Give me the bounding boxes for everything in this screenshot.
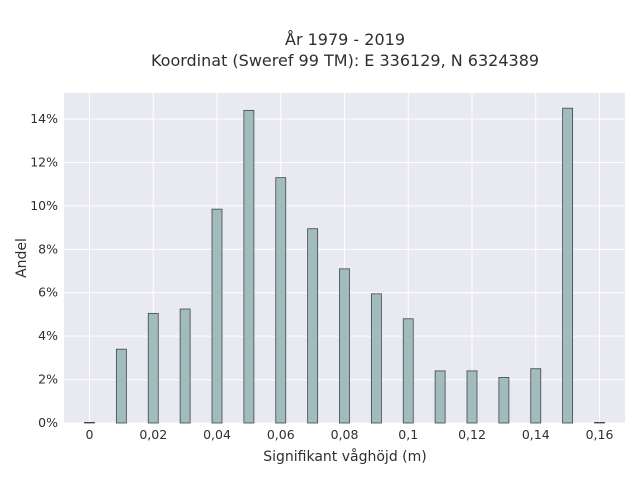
y-tick-label: 4% — [38, 328, 58, 343]
bar — [498, 377, 510, 424]
bar — [562, 107, 574, 424]
x-tick-label: 0,08 — [331, 427, 359, 442]
x-axis-label: Signifikant våghöjd (m) — [263, 448, 426, 465]
x-tick-label: 0 — [86, 427, 94, 442]
x-tick-label: 0,06 — [267, 427, 295, 442]
bar — [84, 421, 95, 424]
y-tick-label: 2% — [38, 372, 58, 387]
y-tick-label: 10% — [30, 198, 58, 213]
x-tick-label: 0,1 — [398, 427, 418, 442]
y-tick-label: 0% — [38, 415, 58, 430]
bar — [339, 268, 350, 424]
bar — [147, 312, 159, 424]
bar — [434, 370, 446, 424]
x-tick-label: 0,14 — [522, 427, 550, 442]
y-tick-label: 14% — [30, 111, 58, 126]
chart-title: År 1979 - 2019 — [285, 30, 405, 49]
x-tick-label: 0,04 — [203, 427, 231, 442]
bar — [402, 318, 414, 424]
bar — [275, 177, 287, 424]
bar — [370, 293, 382, 424]
y-tick-label: 12% — [30, 154, 58, 169]
x-tick-label: 0,02 — [139, 427, 167, 442]
bars — [84, 107, 605, 424]
bar — [179, 308, 191, 424]
bar — [466, 370, 478, 424]
bar — [115, 348, 127, 424]
x-ticks: 0 0,02 0,04 0,06 0,08 0,1 0,12 0,14 0,16 — [86, 427, 614, 442]
bar — [243, 109, 255, 424]
y-tick-label: 6% — [38, 285, 58, 300]
bar — [307, 228, 319, 424]
chart-subtitle: Koordinat (Sweref 99 TM): E 336129, N 63… — [151, 51, 539, 70]
x-tick-label: 0,16 — [586, 427, 614, 442]
y-axis-label: Andel — [14, 238, 30, 278]
bar — [530, 368, 542, 424]
bar — [211, 208, 223, 424]
y-ticks: 0% 2% 4% 6% 8% 10% 12% 14% — [30, 111, 58, 430]
y-tick-label: 8% — [38, 241, 58, 256]
x-tick-label: 0,12 — [458, 427, 486, 442]
bar — [594, 421, 605, 424]
